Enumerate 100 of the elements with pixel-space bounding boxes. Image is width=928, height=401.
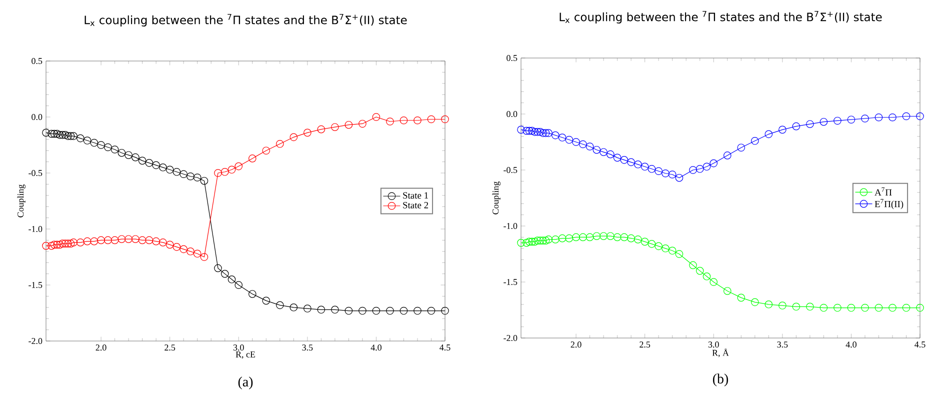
point [66,240,75,248]
point [764,130,773,138]
point [276,140,284,148]
point [737,294,746,302]
point [530,238,539,246]
point [200,176,208,185]
point [344,120,353,129]
point [180,245,188,254]
point [565,234,574,242]
point [83,136,92,144]
point [620,233,628,242]
point [710,278,718,286]
y-axis-title: Coupling [17,184,26,218]
point [159,238,167,246]
point [522,126,530,135]
point [317,125,326,134]
point [751,298,759,306]
point [675,250,684,258]
point [847,304,856,312]
point [441,115,449,124]
point [427,115,436,124]
point [558,134,566,142]
y-tick-label: -2.0 [28,338,42,344]
point [372,113,380,121]
point [696,164,704,173]
point [118,235,126,243]
point [50,130,58,138]
point [600,148,608,156]
point [331,123,339,131]
point [166,240,174,249]
point [124,235,132,243]
point [522,238,530,247]
point [888,304,896,312]
point [702,272,711,280]
x-tick-label: 3.5 [777,342,788,348]
point [90,237,98,246]
point [600,232,608,240]
point [214,264,222,272]
point [56,240,64,249]
point [58,131,66,139]
x-tick-label: 4.0 [846,342,856,348]
point [902,304,910,312]
legend-label: E$^{7}$Π(II) [874,199,904,210]
x-axis-title: R, cE [236,351,256,359]
point [648,164,656,173]
point [627,158,635,166]
point [58,240,66,248]
point [76,134,84,142]
point [606,232,614,240]
point [579,233,587,242]
point [83,237,92,246]
point [539,236,547,244]
point [152,161,160,170]
point [97,236,105,244]
point [640,238,649,246]
point [552,236,560,244]
point [572,233,580,242]
point [654,242,662,250]
point [104,143,112,152]
point [654,167,662,176]
point [820,304,828,312]
point [414,306,422,315]
point [42,128,50,137]
y-tick-label: -1.5 [28,282,42,288]
point [874,304,883,312]
point [634,160,642,168]
x-tick-label: 2.5 [640,342,650,348]
y-tick-label: -0.5 [504,166,518,174]
text: (a) [238,376,253,390]
y-tick-label: 0.5 [32,58,42,64]
x-tick-label: 4.5 [914,342,926,348]
point [76,238,84,246]
point [579,140,587,148]
point [159,164,167,172]
y-tick-label: 0.0 [506,110,518,118]
point [530,128,539,136]
point [228,166,236,174]
text: (b) [712,374,728,386]
point [592,232,601,240]
point [542,129,550,137]
y-tick-label: -0.5 [28,170,42,176]
y-axis-title: Coupling [492,181,500,214]
point [193,174,202,182]
point [627,234,635,242]
y-tick-label: -1.0 [504,222,518,230]
point [186,248,194,256]
point [317,306,326,314]
point [565,136,574,144]
point [172,243,181,251]
point [124,151,132,159]
point [528,238,536,246]
point [820,118,828,126]
point [640,162,649,171]
point [613,154,622,162]
point [290,133,298,142]
point [172,168,181,176]
point [902,112,910,120]
point [620,156,628,164]
point [304,304,312,312]
point [152,237,160,246]
